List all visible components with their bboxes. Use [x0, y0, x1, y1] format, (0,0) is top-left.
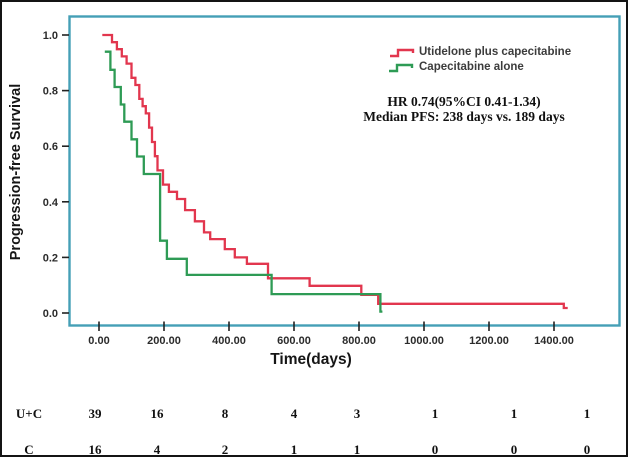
y-axis-ticks: 0.0 0.2 0.4 0.6 0.8 1.0: [43, 30, 69, 320]
y-tick-label: 0.2: [43, 252, 58, 264]
plot-area-border: [68, 15, 621, 327]
y-axis-title: Progression-free Survival: [8, 84, 24, 261]
legend-c-label: Capecitabine alone: [419, 61, 524, 73]
y-tick-label: 0.0: [43, 308, 58, 320]
legend: Utidelone plus capecitabine Capecitabine…: [389, 46, 571, 73]
risk-count: 4: [153, 442, 161, 457]
y-tick-label: 0.8: [43, 86, 58, 98]
risk-count: 0: [431, 442, 439, 457]
risk-count: 1: [290, 442, 298, 457]
risk-count: 0: [583, 442, 591, 457]
risk-count: 39: [88, 406, 102, 421]
risk-count: 16: [150, 406, 164, 421]
km-chart: 0.0 0.2 0.4 0.6 0.8 1.0 0.00 200.00 400.00 600.0…: [8, 15, 621, 368]
legend-c-line-glyph: [389, 63, 414, 73]
km-curve-capecitabine-alone: [104, 50, 383, 313]
hr-annotation: HR 0.74(95%CI 0.41-1.34): [387, 94, 540, 109]
x-tick-label: 200.00: [147, 335, 181, 347]
risk-count: 1: [353, 442, 361, 457]
x-axis-title: Time(days): [270, 351, 352, 368]
x-tick-label: 800.00: [342, 335, 376, 347]
y-tick-label: 1.0: [43, 30, 58, 42]
risk-row-label-uc: U+C: [15, 406, 43, 421]
median-pfs-annotation: Median PFS: 238 days vs. 189 days: [363, 109, 564, 124]
risk-count: 1: [583, 406, 591, 421]
risk-count: 16: [88, 442, 102, 457]
risk-count: 0: [510, 442, 518, 457]
risk-count: 1: [510, 406, 518, 421]
y-tick-label: 0.6: [43, 141, 58, 153]
x-axis-ticks: 0.00 200.00 400.00 600.00 800.00 1000.00 1200.…: [88, 321, 574, 347]
x-tick-label: 1200.00: [469, 335, 509, 347]
risk-row-label-c: C: [24, 442, 34, 457]
km-curves: [102, 33, 568, 313]
x-tick-label: 1400.00: [534, 335, 574, 347]
km-curve-utidelone-plus-capecitabine: [102, 33, 568, 310]
risk-count: 2: [221, 442, 229, 457]
x-tick-label: 1000.00: [404, 335, 444, 347]
x-tick-label: 0.00: [88, 335, 109, 347]
x-tick-label: 400.00: [212, 335, 246, 347]
legend-uc-line-glyph: [390, 48, 415, 58]
risk-count: 4: [290, 406, 298, 421]
risk-count: 8: [221, 406, 229, 421]
risk-count: 3: [353, 406, 361, 421]
x-tick-label: 600.00: [277, 335, 311, 347]
risk-count: 1: [431, 406, 439, 421]
y-tick-label: 0.4: [43, 197, 59, 209]
legend-uc-label: Utidelone plus capecitabine: [419, 46, 571, 58]
